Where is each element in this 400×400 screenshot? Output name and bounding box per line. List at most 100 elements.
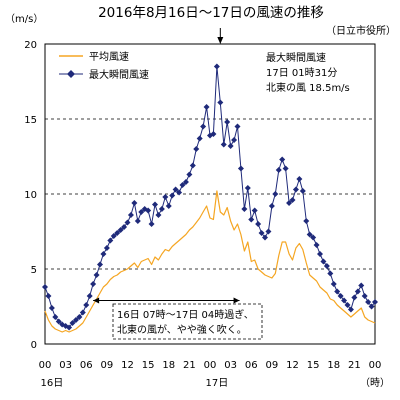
- x-tick-label: 21: [348, 360, 361, 371]
- peak-line-2: 17日 01時31分: [266, 67, 337, 79]
- gust-point: [248, 216, 255, 223]
- range-arrow-right: [233, 297, 240, 304]
- gust-point: [52, 314, 59, 320]
- day-labels: 16日 17日: [41, 378, 229, 389]
- gust-point: [66, 324, 73, 331]
- peak-line-3: 北東の風 18.5m/s: [266, 81, 350, 94]
- gust-point: [265, 228, 272, 235]
- legend: 平均風速 最大瞬間風速: [55, 48, 159, 82]
- gust-point: [262, 234, 268, 241]
- gust-point: [358, 282, 365, 289]
- gust-point: [186, 171, 193, 178]
- gust-point: [131, 200, 138, 206]
- peak-arrow-head: [217, 37, 224, 44]
- gust-point: [182, 179, 189, 185]
- x-tick-label: 15: [307, 360, 320, 371]
- chart-title: 2016年8月16日～17日の風速の推移: [98, 5, 324, 21]
- gust-point: [323, 263, 330, 269]
- peak-line-1: 最大瞬間風速: [266, 51, 326, 64]
- gust-point: [90, 281, 97, 287]
- gust-point: [121, 224, 128, 230]
- gust-point: [317, 251, 323, 257]
- y-tick-label: 0: [31, 340, 37, 351]
- x-tick-label: 06: [245, 360, 258, 371]
- gust-point: [152, 201, 158, 208]
- gust-point: [69, 320, 76, 326]
- gust-point: [165, 203, 172, 209]
- gust-point: [299, 188, 306, 194]
- gust-point: [344, 302, 351, 308]
- gust-point: [354, 288, 361, 295]
- y-axis-ticks: 0 5 10 15 20: [24, 40, 37, 351]
- legend-marker-gust: [67, 70, 75, 78]
- x-tick-label: 00: [369, 360, 382, 371]
- x-tick-label: 09: [101, 360, 114, 371]
- gust-point: [231, 137, 238, 143]
- gust-point: [279, 156, 286, 163]
- y-tick-label: 5: [31, 265, 37, 276]
- peak-arrow: [217, 28, 224, 44]
- gust-point: [110, 233, 117, 239]
- legend-label-average: 平均風速: [89, 51, 129, 63]
- gust-point: [162, 194, 169, 200]
- gust-point: [306, 231, 313, 238]
- gust-point: [258, 230, 265, 236]
- gust-point: [251, 207, 258, 214]
- series-markers: [42, 63, 378, 331]
- gust-point: [334, 288, 341, 295]
- gust-point: [193, 146, 200, 152]
- x-tick-label: 12: [286, 360, 299, 371]
- gust-point: [351, 294, 358, 301]
- gust-point: [55, 318, 62, 325]
- series-lines: [44, 66, 376, 333]
- x-tick-label: 15: [142, 360, 155, 371]
- gridlines: [45, 118, 375, 270]
- gust-point: [217, 99, 224, 106]
- gust-point: [289, 197, 296, 203]
- gust-point: [220, 141, 227, 148]
- x-tick-label: 12: [121, 360, 134, 371]
- gust-point: [268, 203, 275, 209]
- gust-point: [148, 221, 155, 227]
- gust-point: [138, 209, 145, 215]
- gust-point: [224, 119, 231, 125]
- gust-point: [103, 245, 110, 251]
- gust-point: [189, 162, 196, 169]
- y-tick-label: 15: [24, 115, 37, 126]
- gust-point: [327, 270, 334, 277]
- gust-point: [361, 293, 368, 299]
- plot-area: [44, 43, 376, 345]
- gust-point: [337, 293, 344, 299]
- range-annotation: 16日 07時～17日 04時過ぎ、 北東の風が、やや強く吹く。: [93, 297, 263, 340]
- gust-point: [234, 123, 241, 130]
- x-tick-label: 18: [162, 360, 175, 371]
- gust-point: [237, 165, 244, 172]
- gust-point: [320, 258, 327, 265]
- gust-point: [196, 135, 203, 142]
- range-line-2: 北東の風が、やや強く吹く。: [117, 323, 247, 336]
- gust-point: [303, 218, 310, 224]
- x-tick-label: 06: [80, 360, 93, 371]
- gust-point: [145, 207, 152, 214]
- gust-point: [155, 212, 162, 218]
- gust-point: [330, 281, 337, 287]
- legend-label-gust: 最大瞬間風速: [89, 68, 149, 81]
- gust-point: [172, 186, 179, 193]
- gust-point: [127, 212, 134, 218]
- gust-point: [286, 200, 293, 206]
- range-line-1: 16日 07時～17日 04時過ぎ、: [117, 308, 254, 321]
- gust-point: [372, 299, 378, 305]
- y-tick-label: 20: [24, 40, 37, 51]
- gust-point: [107, 237, 114, 244]
- gust-point: [83, 302, 90, 308]
- gust-point: [368, 303, 375, 310]
- x-tick-label: 00: [39, 360, 52, 371]
- x-tick-label: 21: [183, 360, 196, 371]
- gust-point: [244, 185, 251, 191]
- gust-point: [203, 104, 210, 110]
- gust-point: [42, 284, 48, 290]
- gust-point: [210, 131, 217, 137]
- gust-point: [45, 293, 52, 299]
- range-arrow-left: [93, 297, 100, 304]
